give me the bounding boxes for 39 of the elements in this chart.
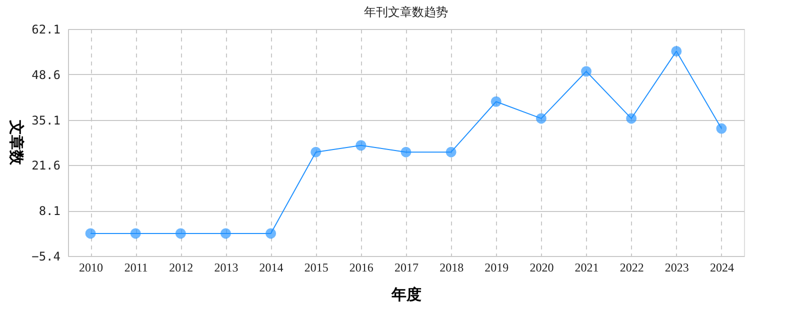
x-tick-label: 2012 — [169, 260, 194, 274]
x-tick-label: 2021 — [574, 260, 599, 274]
y-axis-title: 文章数 — [8, 119, 26, 166]
chart-title: 年刊文章数趋势 — [364, 5, 448, 19]
x-tick-label: 2013 — [214, 260, 238, 274]
point — [220, 228, 231, 239]
x-tick-label: 2020 — [530, 260, 554, 274]
y-tick-label: 48.6 — [32, 68, 60, 82]
point — [356, 140, 366, 151]
y-tick-label: 21.6 — [32, 158, 60, 173]
y-tick-label: 35.1 — [32, 113, 60, 128]
x-tick-label: 2019 — [484, 260, 509, 274]
x-tick-label: 2022 — [620, 260, 644, 274]
point — [490, 96, 502, 107]
y-tick-label: 8.1 — [38, 204, 60, 218]
x-tick-label: 2011 — [124, 260, 148, 274]
point — [130, 228, 141, 239]
x-tick-label: 2014 — [259, 260, 284, 274]
point — [310, 146, 322, 158]
point — [716, 123, 727, 134]
point — [400, 146, 412, 158]
point — [626, 113, 637, 124]
point — [581, 66, 592, 77]
x-tick-label: 2023 — [664, 260, 689, 274]
y-tick-label: 62.1 — [32, 22, 60, 36]
x-tick-label: 2024 — [710, 260, 734, 274]
x-tick-label: 2015 — [304, 260, 328, 274]
point — [536, 113, 546, 124]
point — [85, 228, 96, 239]
x-tick-label: 2018 — [440, 260, 464, 274]
x-axis-title: 年度 — [390, 286, 422, 304]
x-tick-label: 2010 — [79, 260, 104, 274]
x-tick-label: 2016 — [349, 260, 374, 274]
point — [671, 46, 682, 56]
y-tick-label: −5.4 — [32, 250, 60, 264]
point — [175, 228, 186, 239]
point — [266, 228, 276, 239]
point — [446, 146, 456, 158]
x-tick-label: 2017 — [394, 260, 418, 274]
